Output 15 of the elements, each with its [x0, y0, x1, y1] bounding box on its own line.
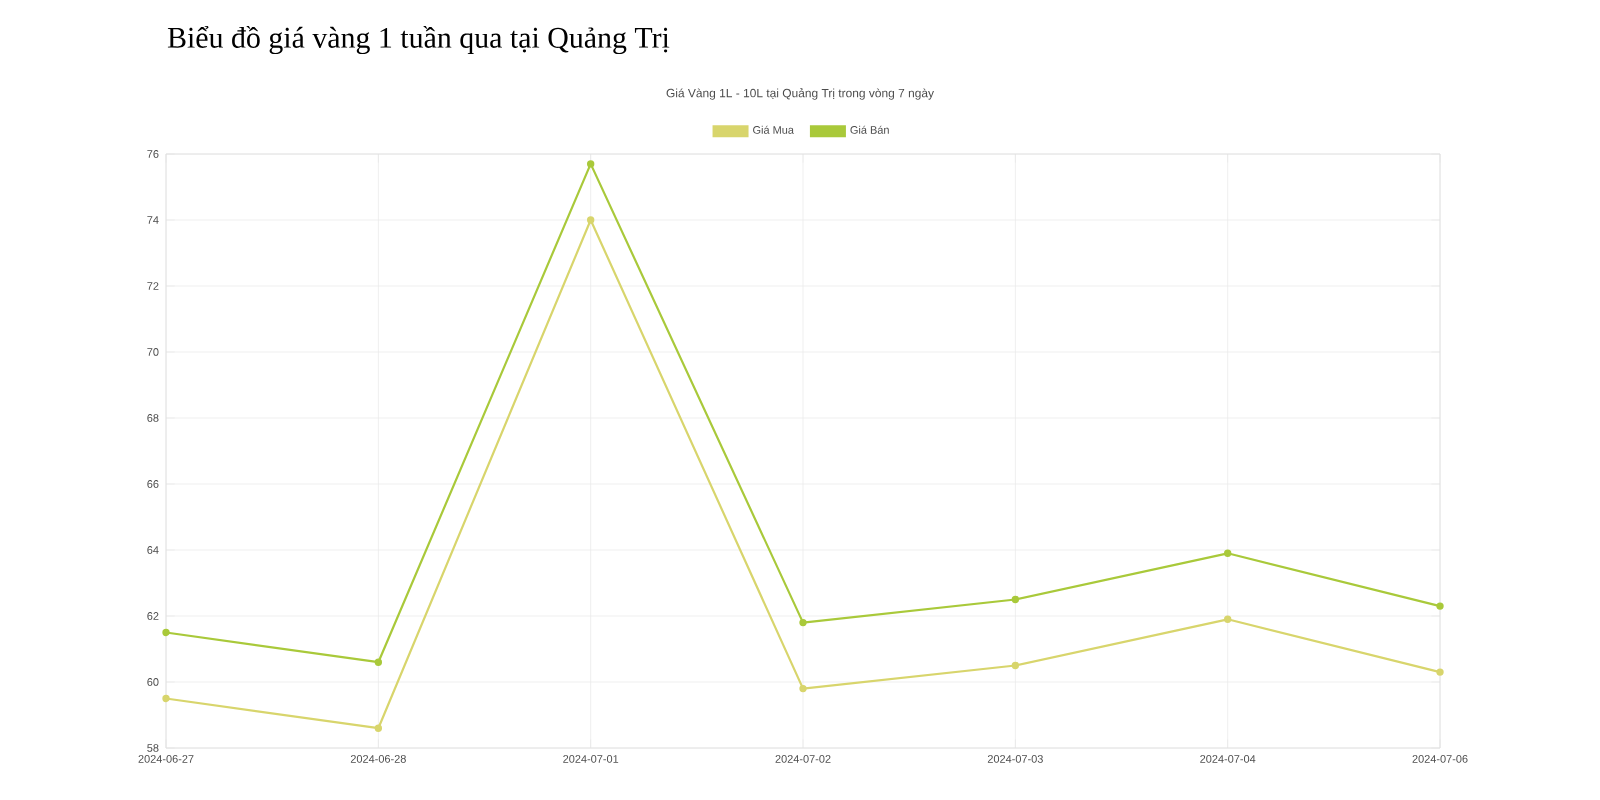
point [1224, 615, 1232, 623]
point [586, 160, 595, 168]
point [1436, 602, 1444, 610]
point [1011, 595, 1020, 604]
chart-title: Biểu đồ giá vàng 1 tuần qua tại Quảng Trị [167, 25, 670, 55]
point [374, 724, 383, 732]
point [1436, 668, 1444, 676]
point [586, 216, 595, 224]
point [799, 684, 807, 693]
point [1011, 661, 1020, 670]
point [162, 628, 170, 637]
point [374, 658, 383, 666]
point [162, 694, 170, 703]
point [799, 618, 807, 627]
point [1224, 549, 1232, 557]
